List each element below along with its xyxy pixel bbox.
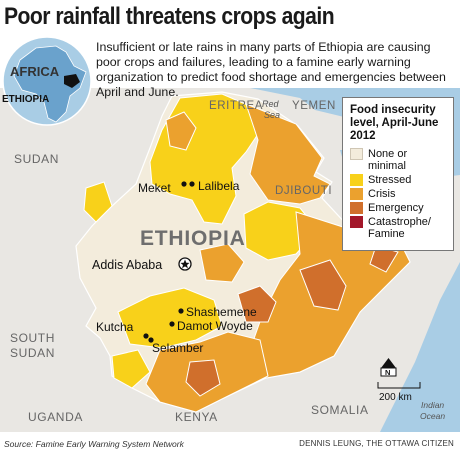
region-stressed-south: [117, 287, 223, 349]
legend-item-emergency: Emergency: [350, 202, 447, 214]
legend-label-stressed: Stressed: [368, 174, 412, 186]
region-stressed-west: [83, 181, 113, 223]
city-label-addis-ababa: Addis Ababa: [92, 258, 162, 272]
inset-ethiopia-marker: [64, 74, 80, 88]
legend-swatch-none: [350, 148, 363, 160]
label-indian-ocean-1: Indian: [421, 400, 444, 410]
indian-ocean: [380, 262, 460, 432]
inset-africa-label: AFRICA: [10, 64, 60, 79]
city-marker-meket: [181, 181, 187, 187]
label-uganda: UGANDA: [28, 410, 83, 424]
legend-label-emergency: Emergency: [368, 202, 424, 214]
legend-title: Food insecurity level, April-June 2012: [350, 104, 439, 142]
legend-swatch-crisis: [350, 188, 363, 200]
city-label-damot-woyde: Damot Woyde: [177, 319, 253, 333]
legend-swatch-famine: [350, 216, 363, 228]
legend-item-stressed: Stressed: [350, 174, 447, 186]
legend-swatch-stressed: [350, 174, 363, 186]
capital-star-icon: [178, 257, 192, 271]
label-eritrea: ERITREA: [209, 100, 263, 112]
city-marker-lalibela: [189, 181, 195, 187]
city-marker-kutcha: [143, 333, 149, 339]
legend-item-famine: Catastrophe/ Famine: [350, 216, 447, 240]
city-marker-shashemene: [178, 308, 184, 314]
label-somalia: SOMALIA: [311, 403, 369, 417]
label-sudan: SUDAN: [14, 152, 59, 166]
label-djibouti: DJIBOUTI: [275, 185, 332, 197]
city-label-selamber: Selamber: [152, 341, 203, 355]
region-stressed-southwest: [111, 349, 151, 389]
label-red-sea-2: Sea: [264, 110, 280, 120]
city-marker-selamber: [148, 337, 154, 343]
city-label-shashemene: Shashemene: [186, 305, 257, 319]
inset-africa-shape: [13, 45, 87, 123]
label-kenya: KENYA: [175, 410, 218, 424]
city-marker-damot-woyde: [169, 321, 175, 327]
inset-ethiopia-label: ETHIOPIA: [2, 94, 49, 105]
city-label-kutcha: Kutcha: [96, 320, 134, 334]
inset-map: [2, 36, 92, 126]
label-ethiopia: ETHIOPIA: [140, 227, 246, 250]
source-note: Source: Famine Early Warning System Netw…: [4, 439, 184, 449]
legend: Food insecurity level, April-June 2012 N…: [342, 97, 454, 251]
credit-line: DENNIS LEUNG, THE OTTAWA CITIZEN: [299, 439, 454, 448]
headline: Poor rainfall threatens crops again: [4, 3, 335, 30]
city-label-meket: Meket: [138, 181, 171, 195]
region-emergency-south: [185, 359, 221, 397]
north-arrow: [380, 358, 397, 377]
legend-swatch-emergency: [350, 202, 363, 214]
region-emergency-east: [299, 259, 347, 311]
legend-label-crisis: Crisis: [368, 188, 396, 200]
legend-label-none: None or minimal: [368, 148, 408, 172]
label-red-sea-1: Red: [262, 99, 280, 109]
label-yemen: YEMEN: [292, 100, 336, 112]
label-south-sudan-1: SOUTH: [10, 331, 55, 345]
region-crisis-center: [199, 243, 245, 283]
legend-item-crisis: Crisis: [350, 188, 447, 200]
label-south-sudan-2: SUDAN: [10, 346, 55, 360]
intro-text: Insufficient or late rains in many parts…: [96, 40, 446, 99]
region-crisis-northeast: [245, 103, 331, 205]
label-indian-ocean-2: Ocean: [420, 411, 445, 421]
legend-label-famine: Catastrophe/ Famine: [368, 216, 431, 240]
north-arrow-label: N: [385, 368, 390, 377]
region-crisis-north: [165, 111, 197, 151]
scale-bar: [377, 382, 421, 389]
scale-label: 200 km: [379, 392, 412, 403]
region-emergency-ogaden: [237, 285, 277, 323]
legend-item-none: None or minimal: [350, 148, 447, 172]
city-label-lalibela: Lalibela: [198, 179, 240, 193]
